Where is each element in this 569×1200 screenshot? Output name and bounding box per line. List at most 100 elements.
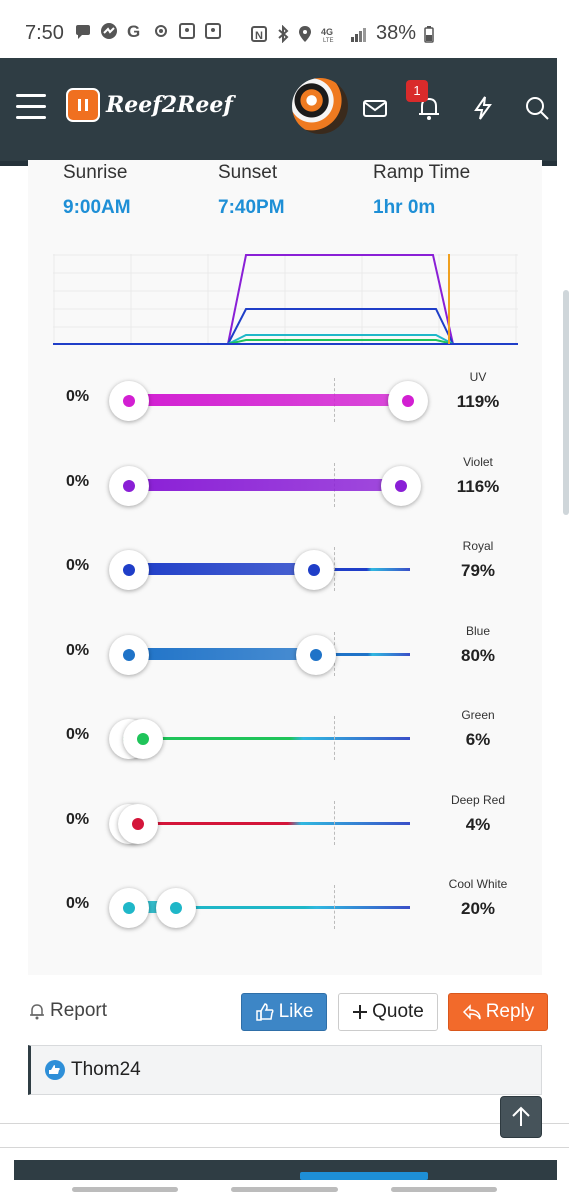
- channel-row: 0% Royal 79%: [28, 539, 542, 599]
- bell-outline-icon: [30, 1004, 44, 1020]
- channel-track[interactable]: [138, 822, 410, 825]
- handle-dot: [132, 818, 145, 830]
- map-icon: [178, 22, 196, 40]
- reply-arrow-icon: [462, 1004, 481, 1020]
- handle-dot: [169, 902, 182, 914]
- channel-fill: [129, 563, 314, 575]
- logo-text: Reef2Reef: [106, 92, 233, 118]
- nav-back-button[interactable]: [72, 1187, 178, 1192]
- channel-row: 0% Violet 116%: [28, 455, 542, 515]
- status-notification-icons: G: [74, 22, 222, 41]
- channel-min-handle[interactable]: [109, 888, 149, 928]
- location-pin-icon: [299, 25, 311, 42]
- battery-icon: [424, 25, 434, 43]
- channel-min-value: 0%: [66, 388, 90, 405]
- channel-max-handle[interactable]: [123, 719, 164, 759]
- channel-max-handle[interactable]: [118, 804, 159, 844]
- menu-icon[interactable]: [16, 94, 46, 119]
- thumbs-up-icon: [255, 1003, 274, 1021]
- channel-min-handle[interactable]: [109, 381, 149, 421]
- map-icon-2: [204, 22, 222, 40]
- channel-value: 119%: [456, 392, 500, 411]
- nav-home-button[interactable]: [231, 1187, 338, 1192]
- status-system-icons: N 4G LTE 38%: [250, 22, 434, 45]
- sunset-value: 7:40PM: [218, 197, 285, 218]
- channel-100-marker: [334, 547, 335, 591]
- bell-icon[interactable]: [415, 94, 443, 122]
- search-icon[interactable]: [523, 94, 551, 122]
- likes-thumbs-up-icon: [45, 1060, 65, 1080]
- channel-track[interactable]: [175, 906, 410, 909]
- channel-track[interactable]: [143, 737, 410, 740]
- channel-name: Royal: [462, 539, 494, 553]
- scroll-to-top-button[interactable]: [500, 1096, 542, 1138]
- channel-min-value: 0%: [66, 473, 90, 490]
- messenger-icon: [100, 22, 118, 40]
- nav-recents-button[interactable]: [391, 1187, 497, 1192]
- lighting-curve-graph: [53, 254, 518, 345]
- avatar[interactable]: [292, 78, 348, 134]
- channel-min-value: 0%: [66, 726, 90, 743]
- page-scroll-indicator[interactable]: [563, 290, 569, 515]
- channel-row: 0% Deep Red 4%: [28, 793, 542, 853]
- channel-value: 4%: [465, 815, 491, 834]
- handle-dot: [310, 649, 323, 661]
- channel-track[interactable]: [313, 568, 410, 571]
- channel-100-marker: [334, 716, 335, 760]
- channel-100-marker: [334, 885, 335, 929]
- channel-row: 0% Green 6%: [28, 708, 542, 768]
- site-logo[interactable]: Reef2Reef: [66, 88, 233, 122]
- channel-row: 0% UV 119%: [28, 370, 542, 430]
- handle-dot: [307, 564, 320, 576]
- channel-value: 20%: [460, 899, 496, 918]
- handle-dot: [123, 395, 135, 407]
- channel-value: 79%: [460, 561, 496, 580]
- channel-max-handle[interactable]: [155, 888, 196, 928]
- location-target-icon: [152, 22, 170, 40]
- clownfish-logo-icon: [66, 88, 100, 122]
- channel-name: Cool White: [448, 877, 508, 891]
- signal-icon: [351, 27, 366, 42]
- channel-min-value: 0%: [66, 895, 90, 912]
- arrow-up-icon: [512, 1106, 530, 1126]
- channel-fill: [129, 394, 408, 406]
- channel-value: 80%: [460, 646, 496, 665]
- channel-max-handle[interactable]: [293, 550, 334, 590]
- channel-name: Green: [461, 708, 495, 722]
- channel-name: UV: [469, 370, 487, 384]
- channel-min-handle[interactable]: [109, 466, 149, 506]
- quote-button[interactable]: Quote: [338, 993, 438, 1031]
- handle-dot: [401, 395, 414, 407]
- svg-text:G: G: [127, 22, 140, 40]
- channel-100-marker: [334, 801, 335, 845]
- channel-max-handle[interactable]: [296, 635, 337, 675]
- google-icon: G: [126, 22, 144, 41]
- channel-min-value: 0%: [66, 811, 90, 828]
- reply-button[interactable]: Reply: [448, 993, 548, 1031]
- status-bar: 7:50 G N 4G LTE 38%: [0, 0, 569, 60]
- bolt-icon[interactable]: [469, 94, 497, 122]
- battery-percent: 38%: [376, 22, 417, 44]
- svg-text:LTE: LTE: [323, 38, 334, 43]
- channel-min-handle[interactable]: [109, 635, 149, 675]
- sunrise-label: Sunrise: [63, 162, 128, 183]
- handle-dot: [394, 480, 407, 492]
- ramp-time-label: Ramp Time: [373, 162, 471, 183]
- channel-min-handle[interactable]: [109, 550, 149, 590]
- channel-fill: [129, 648, 317, 660]
- channel-name: Deep Red: [450, 793, 506, 807]
- likes-summary[interactable]: Thom24: [28, 1045, 542, 1095]
- channel-max-handle[interactable]: [387, 381, 428, 421]
- ramp-time-value: 1hr 0m: [373, 197, 436, 218]
- channel-min-value: 0%: [66, 557, 90, 574]
- like-label: Like: [278, 1001, 314, 1022]
- mail-icon[interactable]: [361, 94, 389, 122]
- likes-user[interactable]: Thom24: [71, 1059, 141, 1080]
- report-link[interactable]: Report: [28, 1000, 107, 1022]
- like-button[interactable]: Like: [241, 993, 327, 1031]
- channel-track[interactable]: [316, 653, 410, 656]
- channel-max-handle[interactable]: [380, 466, 421, 506]
- handle-dot: [123, 564, 135, 576]
- channel-row: 0% Blue 80%: [28, 624, 542, 684]
- handle-dot: [137, 733, 150, 745]
